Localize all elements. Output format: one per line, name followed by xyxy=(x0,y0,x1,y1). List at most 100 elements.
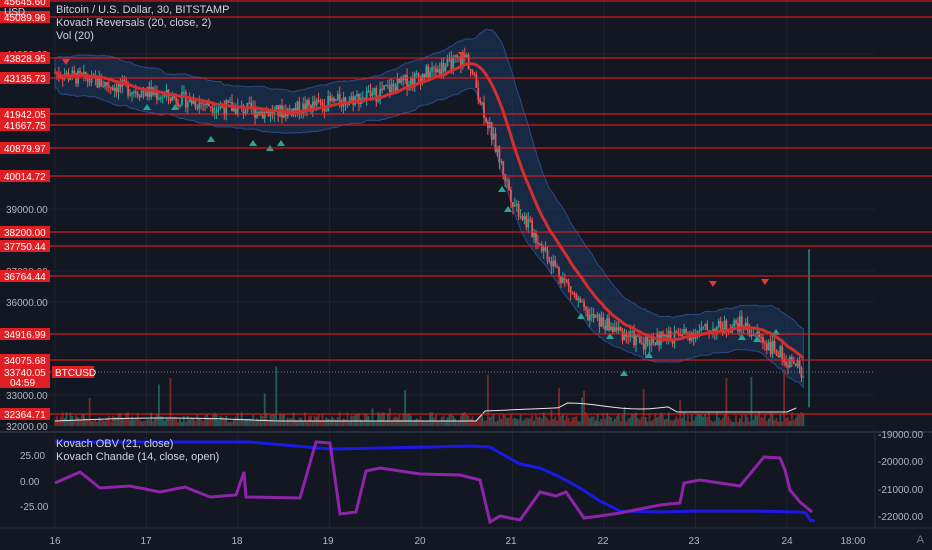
volume-bar xyxy=(161,416,164,426)
symbol-title[interactable]: Bitcoin / U.S. Dollar, 30, BITSTAMP xyxy=(56,4,230,16)
volume-bar xyxy=(217,420,220,426)
volume-bar xyxy=(483,420,485,426)
candle-body xyxy=(615,327,618,331)
indicator-label-obv[interactable]: Kovach OBV (21, close) xyxy=(56,438,174,450)
price-tick-label: 36000.00 xyxy=(6,298,48,309)
indicator-label-chande[interactable]: Kovach Chande (14, close, open) xyxy=(56,451,220,463)
candle-body xyxy=(481,102,483,104)
volume-bar xyxy=(773,420,776,426)
candle-body xyxy=(485,117,487,122)
candle-body xyxy=(344,97,347,105)
volume-bar xyxy=(242,419,245,426)
time-tick-label: 18:00 xyxy=(840,536,865,547)
volume-bar xyxy=(200,419,203,426)
volume-bar xyxy=(319,420,322,426)
volume-bar xyxy=(673,419,676,426)
volume-bar xyxy=(327,418,330,426)
volume-bar xyxy=(154,418,156,426)
candle-body xyxy=(510,190,512,203)
candle-body xyxy=(560,276,562,284)
auto-scale-button[interactable]: A xyxy=(916,534,924,546)
volume-bar xyxy=(182,416,185,426)
volume-bar xyxy=(486,375,489,426)
candle-body xyxy=(406,74,408,89)
volume-bar xyxy=(492,413,495,426)
candle-body xyxy=(331,98,333,101)
ticker-label: BTCUSD xyxy=(55,368,96,379)
candle-body xyxy=(600,317,603,327)
volume-bar xyxy=(587,415,589,426)
candle-body xyxy=(373,88,376,94)
level-label: 37750.44 xyxy=(4,242,46,253)
candle-body xyxy=(669,330,672,342)
volume-bar xyxy=(515,418,518,426)
candle-body xyxy=(242,105,245,114)
candle-body xyxy=(81,73,83,75)
candle-body xyxy=(679,333,682,336)
indicator-label-volume[interactable]: Vol (20) xyxy=(56,30,94,42)
volume-bar xyxy=(69,412,72,426)
volume-bar xyxy=(531,415,534,426)
level-lines xyxy=(0,0,932,415)
volume-bar xyxy=(794,417,797,426)
candle-body xyxy=(700,326,703,331)
candle-body xyxy=(140,91,143,98)
volume-bar xyxy=(521,420,524,426)
candle-body xyxy=(633,331,635,346)
volume-bar xyxy=(186,416,189,426)
buy-signal-icon xyxy=(498,186,506,192)
candle-body xyxy=(575,294,578,301)
candle-body xyxy=(513,205,516,207)
volume-bar xyxy=(144,420,147,426)
volume-bar xyxy=(227,421,230,426)
volume-bar xyxy=(508,417,510,426)
indicator-label-reversals[interactable]: Kovach Reversals (20, close, 2) xyxy=(56,17,212,29)
candle-body xyxy=(394,86,397,93)
volume-bar xyxy=(61,412,64,426)
candle-body xyxy=(787,365,789,368)
candle-body xyxy=(179,105,181,107)
volume-bar xyxy=(619,421,622,426)
volume-bar xyxy=(585,412,587,426)
lower-left-tick: 25.00 xyxy=(20,451,45,462)
volume-bar xyxy=(325,417,328,426)
volume-bar xyxy=(88,398,91,426)
candle-body xyxy=(773,340,776,350)
candle-body xyxy=(248,102,251,104)
volume-bar xyxy=(377,412,380,426)
volume-bar xyxy=(438,420,441,426)
candle-body xyxy=(511,202,514,207)
price-tick-label: 33000.00 xyxy=(6,391,48,402)
time-tick-label: 23 xyxy=(688,536,700,547)
volume-bar xyxy=(373,420,376,426)
candle-body xyxy=(588,314,591,321)
volume-bar xyxy=(365,413,368,426)
time-axis[interactable]: 16 17 18 19 20 21 22 23 24 18:00 xyxy=(49,536,866,547)
candle-body xyxy=(63,75,66,80)
candle-body xyxy=(483,102,485,118)
candle-body xyxy=(104,81,106,87)
volume-bar xyxy=(238,418,241,426)
volume-bar xyxy=(252,415,255,426)
volume-bar xyxy=(152,420,155,426)
time-tick-label: 16 xyxy=(49,536,61,547)
volume-bar xyxy=(429,412,432,426)
candle-body xyxy=(752,334,755,336)
volume-bar xyxy=(208,417,210,426)
volume-bar xyxy=(560,416,562,426)
volume-bar xyxy=(398,413,401,426)
volume-bar xyxy=(304,412,306,426)
volume-bar xyxy=(650,421,653,426)
volume-bar xyxy=(758,412,761,426)
volume-bar xyxy=(175,417,178,426)
volume-bar xyxy=(461,412,464,426)
candle-body xyxy=(673,331,676,344)
volume-bar xyxy=(581,397,584,426)
candle-body xyxy=(113,87,116,91)
candle-body xyxy=(762,337,764,343)
candle-body xyxy=(621,330,624,341)
candle-body xyxy=(567,282,570,287)
volume-bar xyxy=(109,421,112,426)
volume-bar xyxy=(454,418,457,426)
